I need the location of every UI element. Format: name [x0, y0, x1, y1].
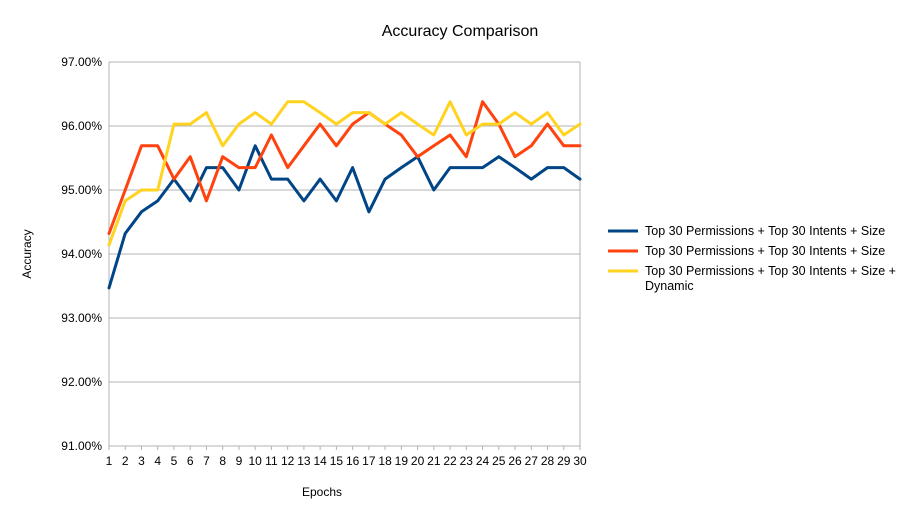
- x-tick-label: 11: [265, 454, 278, 468]
- x-tick-label: 29: [557, 454, 571, 468]
- x-tick-label: 4: [154, 454, 161, 468]
- x-tick-label: 30: [573, 454, 587, 468]
- x-tick-label: 20: [411, 454, 425, 468]
- x-tick-label: 13: [297, 454, 311, 468]
- legend-label-1: Top 30 Permissions + Top 30 Intents + Si…: [645, 224, 885, 238]
- x-tick-label: 27: [525, 454, 539, 468]
- series-line-3: [107, 100, 582, 247]
- y-axis-ticks: 91.00% 92.00% 93.00% 94.00% 95.00% 96.00% 97.0…: [61, 55, 102, 453]
- y-tick-label: 97.00%: [61, 55, 102, 69]
- y-tick-label: 92.00%: [61, 375, 102, 389]
- legend: Top 30 Permissions + Top 30 Intents + Si…: [608, 224, 899, 293]
- x-tick-label: 18: [378, 454, 392, 468]
- x-tick-label: 2: [122, 454, 129, 468]
- x-tick-label: 26: [508, 454, 522, 468]
- x-tick-label: 22: [443, 454, 457, 468]
- y-axis-label: Accuracy: [20, 229, 34, 278]
- x-tick-label: 5: [171, 454, 178, 468]
- y-tick-label: 94.00%: [61, 247, 102, 261]
- series-line-2: [107, 100, 582, 235]
- plot-frame: [108, 62, 581, 446]
- series-line-1: [107, 144, 582, 290]
- y-tick-label: 96.00%: [61, 119, 102, 133]
- gridlines: [109, 61, 580, 447]
- chart-title: Accuracy Comparison: [382, 23, 539, 40]
- x-tick-label: 25: [492, 454, 506, 468]
- x-tick-label: 28: [541, 454, 555, 468]
- x-tick-label: 19: [395, 454, 409, 468]
- x-tick-label: 1: [106, 454, 113, 468]
- x-axis-ticks: 1 2 3 4 5 6 7 8 9 10 11 12 13 14 15 16 17 18 19 20 21 22 23 24 2…: [106, 446, 587, 468]
- x-tick-label: 17: [362, 454, 376, 468]
- series-lines: [107, 100, 582, 290]
- y-tick-label: 95.00%: [61, 183, 102, 197]
- x-tick-label: 12: [281, 454, 295, 468]
- x-tick-label: 14: [313, 454, 327, 468]
- legend-label-3: Top 30 Permissions + Top 30 Intents + Si…: [645, 264, 899, 293]
- x-tick-label: 9: [236, 454, 243, 468]
- x-tick-label: 15: [330, 454, 344, 468]
- legend-label-2: Top 30 Permissions + Top 30 Intents + Si…: [645, 244, 885, 258]
- x-tick-label: 23: [460, 454, 474, 468]
- x-tick-label: 3: [138, 454, 145, 468]
- x-tick-label: 8: [219, 454, 226, 468]
- x-axis-label: Epochs: [302, 485, 342, 499]
- x-tick-label: 6: [187, 454, 194, 468]
- x-tick-label: 10: [248, 454, 262, 468]
- y-tick-label: 93.00%: [61, 311, 102, 325]
- x-tick-label: 24: [476, 454, 490, 468]
- y-tick-label: 91.00%: [61, 439, 102, 453]
- x-tick-label: 21: [427, 454, 441, 468]
- x-tick-label: 7: [203, 454, 210, 468]
- x-tick-label: 16: [346, 454, 360, 468]
